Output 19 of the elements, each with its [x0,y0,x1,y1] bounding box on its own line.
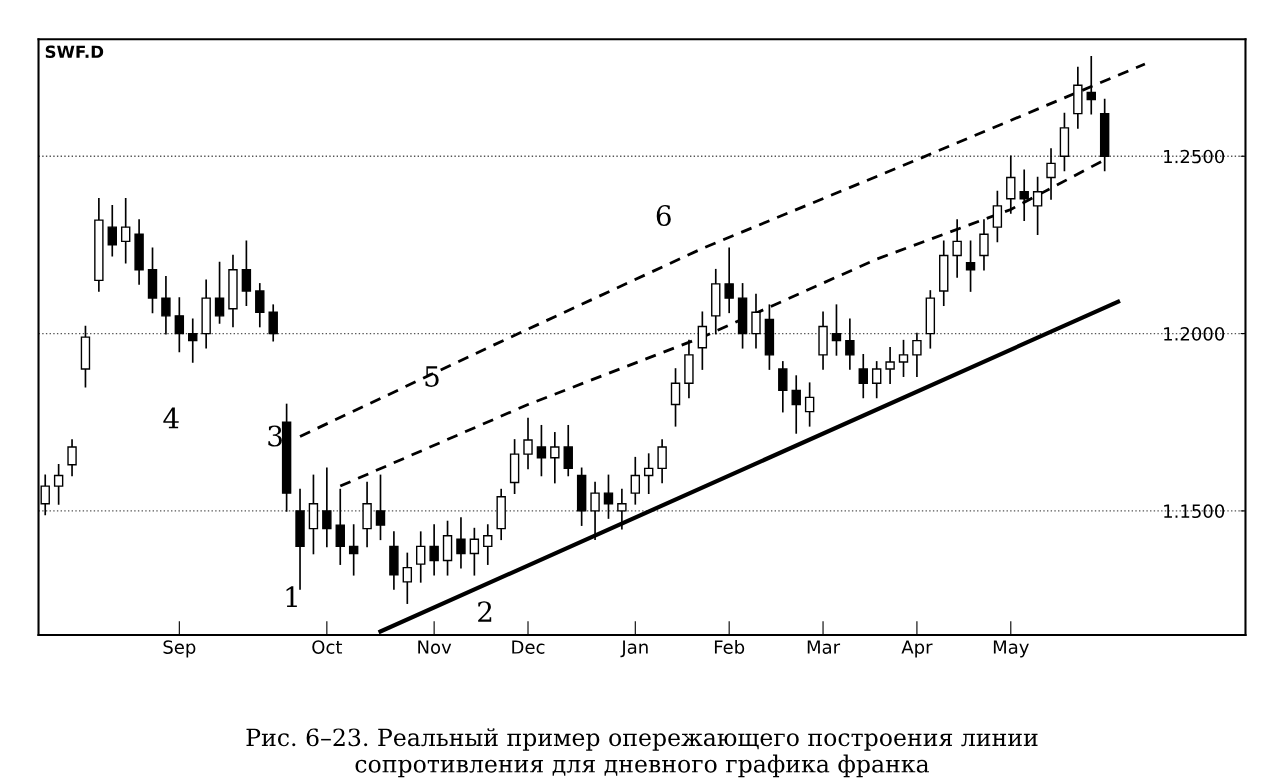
x-tick-label: Apr [901,640,933,658]
x-tick-label: Nov [418,640,452,654]
x-tick-label: Oct [312,640,343,654]
y-tick-label: 1.2500 [1164,149,1225,164]
y-tick-label: 1.1500 [1164,504,1225,519]
x-tick-label: Jan [620,640,648,658]
annotation: 4 [163,407,179,429]
annotation: 3 [268,425,282,447]
x-tick-label: May [993,640,1029,658]
x-tick-label: Sep [163,640,196,658]
annotation: 6 [656,205,671,227]
x-tick-label: Dec [512,640,545,654]
annotation: 1 [286,586,297,607]
chart-title: SWF.D [45,45,104,59]
text: Рис. 6–23. Реальный пример опережающего построения линии сопротивления для дневного графика франка [246,728,1038,778]
x-tick-label: Feb [714,639,745,654]
y-tick-label: 1.2000 [1164,327,1225,341]
annotation: 2 [478,601,492,622]
x-tick-label: Mar [807,640,841,654]
